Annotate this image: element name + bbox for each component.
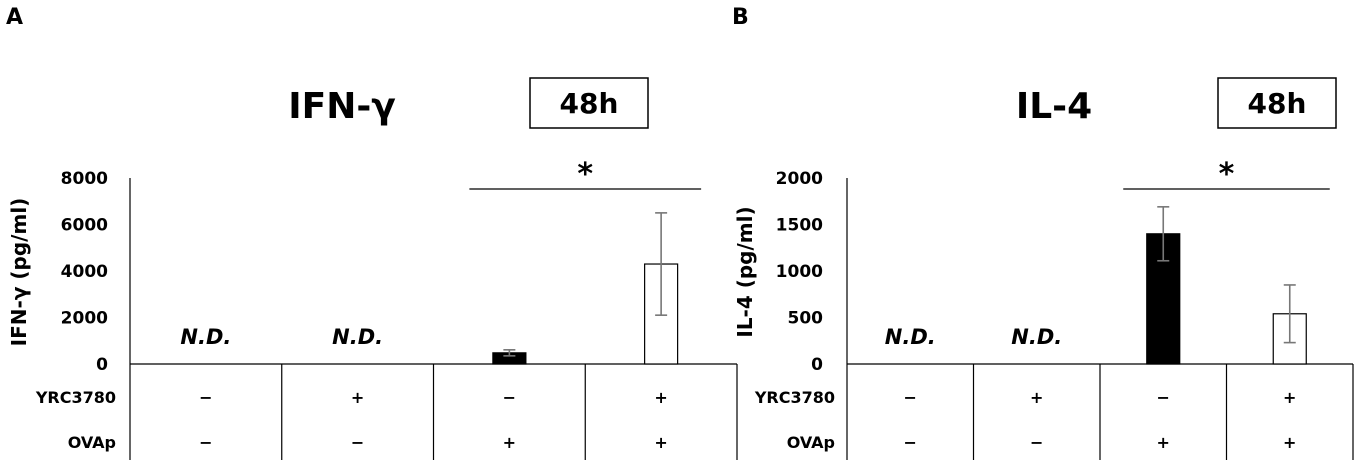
nd-label: N.D.	[332, 325, 383, 349]
y-tick-label: 8000	[61, 169, 108, 189]
panel-letter: B	[732, 5, 749, 30]
panel-a: A IFN-γ 48h 8000 6000 4000 2000 0 IFN-γ (pg/ml) Y…	[6, 5, 738, 460]
treatment-cell: +	[1157, 433, 1170, 452]
treatment-cell: +	[351, 388, 364, 407]
treatment-cell: +	[1283, 433, 1296, 452]
time-box	[1217, 77, 1337, 129]
time-label: 48h	[1248, 87, 1307, 120]
significance-star: *	[577, 157, 593, 192]
y-tick-label: 4000	[61, 262, 108, 282]
nd-label: N.D.	[885, 325, 936, 349]
treatment-cell: −	[503, 388, 516, 407]
treatment-row-label: YRC3780	[754, 388, 835, 407]
treatment-cell: −	[351, 433, 364, 452]
treatment-cell: −	[904, 388, 917, 407]
treatment-cell: +	[654, 388, 667, 407]
treatment-cell: +	[1283, 388, 1296, 407]
treatment-cell: +	[503, 433, 516, 452]
treatment-cell: −	[1157, 388, 1170, 407]
y-tick-label: 6000	[61, 216, 108, 236]
chart-title: IFN-γ	[288, 86, 396, 127]
y-tick-label: 1000	[776, 262, 823, 282]
y-tick-label: 0	[811, 355, 823, 375]
treatment-cell: −	[904, 433, 917, 452]
time-box	[529, 77, 649, 129]
y-tick-label: 2000	[61, 309, 108, 329]
treatment-row-label: OVAp	[68, 433, 116, 452]
y-tick-label: 500	[788, 309, 824, 329]
treatment-cell: −	[199, 388, 212, 407]
y-tick-label: 2000	[776, 169, 823, 189]
treatment-row-label: YRC3780	[35, 388, 116, 407]
time-label: 48h	[560, 87, 619, 120]
panel-letter: A	[6, 5, 23, 30]
chart-title: IL-4	[1016, 86, 1092, 127]
y-tick-label: 0	[96, 355, 108, 375]
y-axis-label: IL-4 (pg/ml)	[733, 206, 757, 337]
significance-star: *	[1219, 157, 1235, 192]
y-axis-label: IFN-γ (pg/ml)	[7, 198, 31, 347]
nd-label: N.D.	[180, 325, 231, 349]
treatment-cell: +	[1030, 388, 1043, 407]
treatment-cell: −	[199, 433, 212, 452]
treatment-row-label: OVAp	[787, 433, 835, 452]
y-tick-label: 1500	[776, 216, 823, 236]
panel-b: B IL-4 48h 2000 1500 1000 500 0 IL-4 (pg/ml) YRC3…	[732, 5, 1354, 460]
treatment-cell: +	[654, 433, 667, 452]
treatment-cell: −	[1030, 433, 1043, 452]
nd-label: N.D.	[1011, 325, 1062, 349]
